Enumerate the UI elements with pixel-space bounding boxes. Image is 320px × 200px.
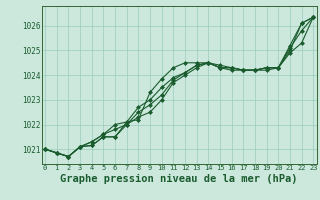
X-axis label: Graphe pression niveau de la mer (hPa): Graphe pression niveau de la mer (hPa) [60, 174, 298, 184]
